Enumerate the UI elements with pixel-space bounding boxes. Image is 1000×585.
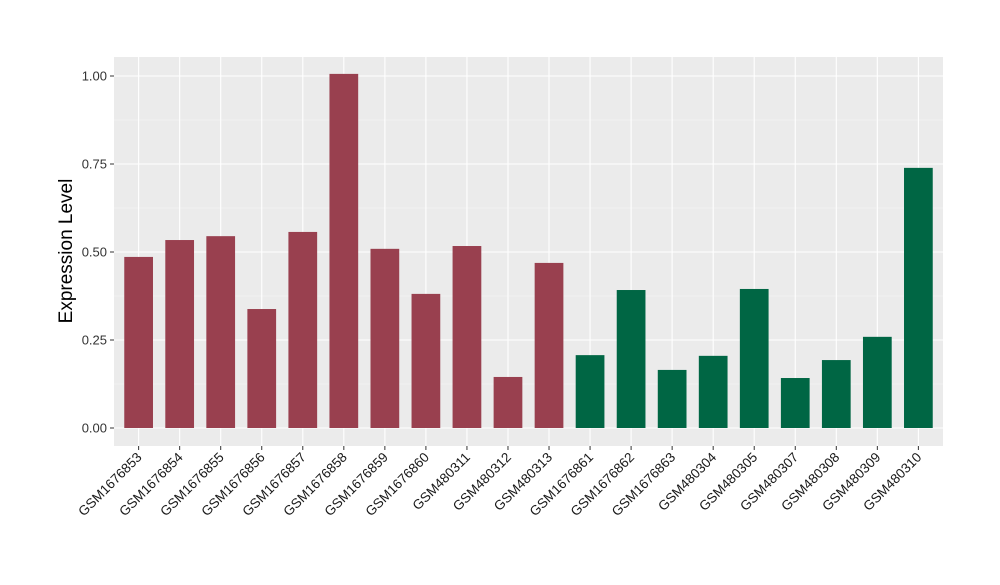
bar-GSM480308 <box>821 360 851 428</box>
bar-GSM1676853 <box>124 256 153 428</box>
y-tick-label: 0.75 <box>82 157 107 172</box>
bar-GSM1676858 <box>329 73 359 428</box>
bar-GSM480309 <box>862 336 892 428</box>
bar-GSM480307 <box>780 378 810 428</box>
bar-GSM1676861 <box>575 355 605 428</box>
y-tick-label: 0.25 <box>82 333 107 348</box>
bar-GSM1676854 <box>165 240 195 428</box>
bar-GSM480313 <box>534 262 564 428</box>
bar-GSM1676857 <box>288 231 318 428</box>
bar-GSM1676859 <box>370 248 400 428</box>
bar-GSM480304 <box>698 355 728 428</box>
bar-GSM1676856 <box>247 309 277 428</box>
bar-GSM1676860 <box>411 293 441 428</box>
bar-GSM1676862 <box>616 290 646 428</box>
bar-GSM480312 <box>493 376 523 428</box>
y-tick-label: 0.00 <box>82 421 107 436</box>
bar-GSM1676863 <box>657 369 687 428</box>
y-tick-label: 1.00 <box>82 69 107 84</box>
bar-GSM480311 <box>452 246 482 428</box>
y-axis-label: Expression Level <box>56 179 77 324</box>
y-tick-label: 0.50 <box>82 245 107 260</box>
bar-GSM480305 <box>739 288 769 428</box>
bar-GSM1676855 <box>206 236 236 428</box>
bar-GSM480310 <box>904 167 933 428</box>
